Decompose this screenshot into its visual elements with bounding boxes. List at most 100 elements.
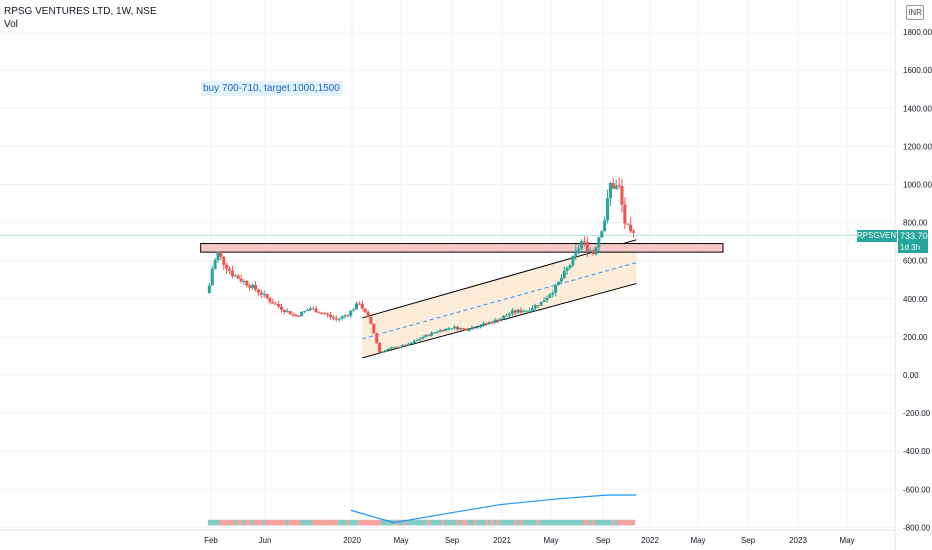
candle-body (493, 319, 497, 323)
candle-body (262, 293, 266, 295)
candle-body (259, 292, 263, 295)
candle-body (591, 250, 595, 255)
volume-bar (401, 519, 405, 526)
volume-bar (571, 519, 575, 526)
volume-bar (565, 519, 569, 526)
candle-body (614, 185, 618, 189)
candle-body (363, 308, 367, 312)
volume-bar (441, 519, 445, 526)
candle-body (222, 256, 226, 265)
volume-bar (398, 519, 402, 526)
candle-body (473, 327, 477, 329)
volume-bar (230, 519, 234, 526)
x-tick-label: 2023 (789, 536, 807, 545)
volume-bar (242, 519, 246, 526)
candle-body (346, 315, 350, 317)
volume-bar (271, 519, 275, 526)
volume-bar (282, 519, 286, 526)
candle-body (435, 331, 439, 333)
volume-bar (620, 519, 624, 526)
x-tick-label: May (393, 536, 408, 545)
volume-bar (464, 519, 468, 526)
volume-bar (331, 519, 335, 526)
candle-body (380, 351, 384, 353)
volume-bar (369, 519, 373, 526)
volume-bar (554, 519, 558, 526)
volume-bar (406, 519, 410, 526)
candle-body (568, 265, 572, 268)
volume-bar (487, 519, 491, 526)
candle-body (525, 310, 529, 312)
volume-bar (268, 519, 272, 526)
volume-bar (378, 519, 382, 526)
volume-bar (320, 519, 324, 526)
volume-bar (297, 519, 301, 526)
candle-body (225, 264, 229, 269)
volume-bar (444, 519, 448, 526)
x-tick-label: May (839, 536, 854, 545)
candle-body (629, 224, 633, 232)
volume-bar (259, 519, 263, 526)
candle-body (441, 330, 445, 332)
volume-bar (357, 519, 361, 526)
volume-bar (435, 519, 439, 526)
y-tick-label: -200.00 (903, 409, 931, 418)
candle-body (392, 347, 396, 349)
candle-body (496, 319, 500, 322)
candle-body (453, 326, 457, 329)
volume-bar (548, 519, 552, 526)
volume-bar (412, 519, 416, 526)
volume-bar (326, 519, 330, 526)
x-tick-label: Sep (596, 536, 611, 545)
volume-bar (343, 519, 347, 526)
volume-bar (493, 519, 497, 526)
candle-body (476, 327, 480, 329)
candle-body (603, 220, 607, 232)
volume-bar (562, 519, 566, 526)
text-note[interactable]: buy 700-710, target 1000,1500 (201, 81, 343, 96)
candle-body (600, 231, 604, 238)
volume-bar (305, 519, 309, 526)
volume-bar (228, 519, 232, 526)
candle-body (366, 311, 370, 317)
volume-bar (608, 519, 612, 526)
y-tick-label: 600.00 (903, 257, 928, 266)
volume-bar (519, 519, 523, 526)
candle-body (279, 306, 283, 310)
candle-body (608, 182, 612, 199)
volume-bar (577, 519, 581, 526)
x-tick-label: May (690, 536, 705, 545)
y-tick-label: 1000.00 (903, 181, 932, 190)
candle-body (516, 309, 520, 313)
volume-bar (594, 519, 598, 526)
candle-body (383, 350, 387, 352)
volume-bar (603, 519, 607, 526)
candle-body (288, 311, 292, 315)
candle-body (271, 301, 275, 304)
candle-body (320, 312, 324, 314)
y-tick-label: 200.00 (903, 333, 928, 342)
candle-body (326, 313, 330, 315)
volume-bar (516, 519, 520, 526)
candle-body (216, 251, 220, 261)
volume-bar (585, 519, 589, 526)
candle-body (522, 311, 526, 313)
candle-body (432, 332, 436, 334)
currency-button[interactable]: INR (906, 5, 924, 20)
candle-body (248, 285, 252, 288)
volume-bar (424, 519, 428, 526)
volume-bar (473, 519, 477, 526)
volume-bar (349, 519, 353, 526)
volume-bar (528, 519, 532, 526)
candle-body (505, 315, 509, 317)
candle-body (303, 310, 307, 312)
candle-body (556, 281, 560, 286)
volume-bar (556, 519, 560, 526)
volume-legend[interactable]: Vol (4, 19, 18, 30)
volume-bar (329, 519, 333, 526)
symbol-title[interactable]: RPSG VENTURES LTD, 1W, NSE (4, 6, 157, 17)
y-tick-label: -600.00 (903, 485, 931, 494)
candle-body (311, 308, 315, 310)
volume-bar (450, 519, 454, 526)
